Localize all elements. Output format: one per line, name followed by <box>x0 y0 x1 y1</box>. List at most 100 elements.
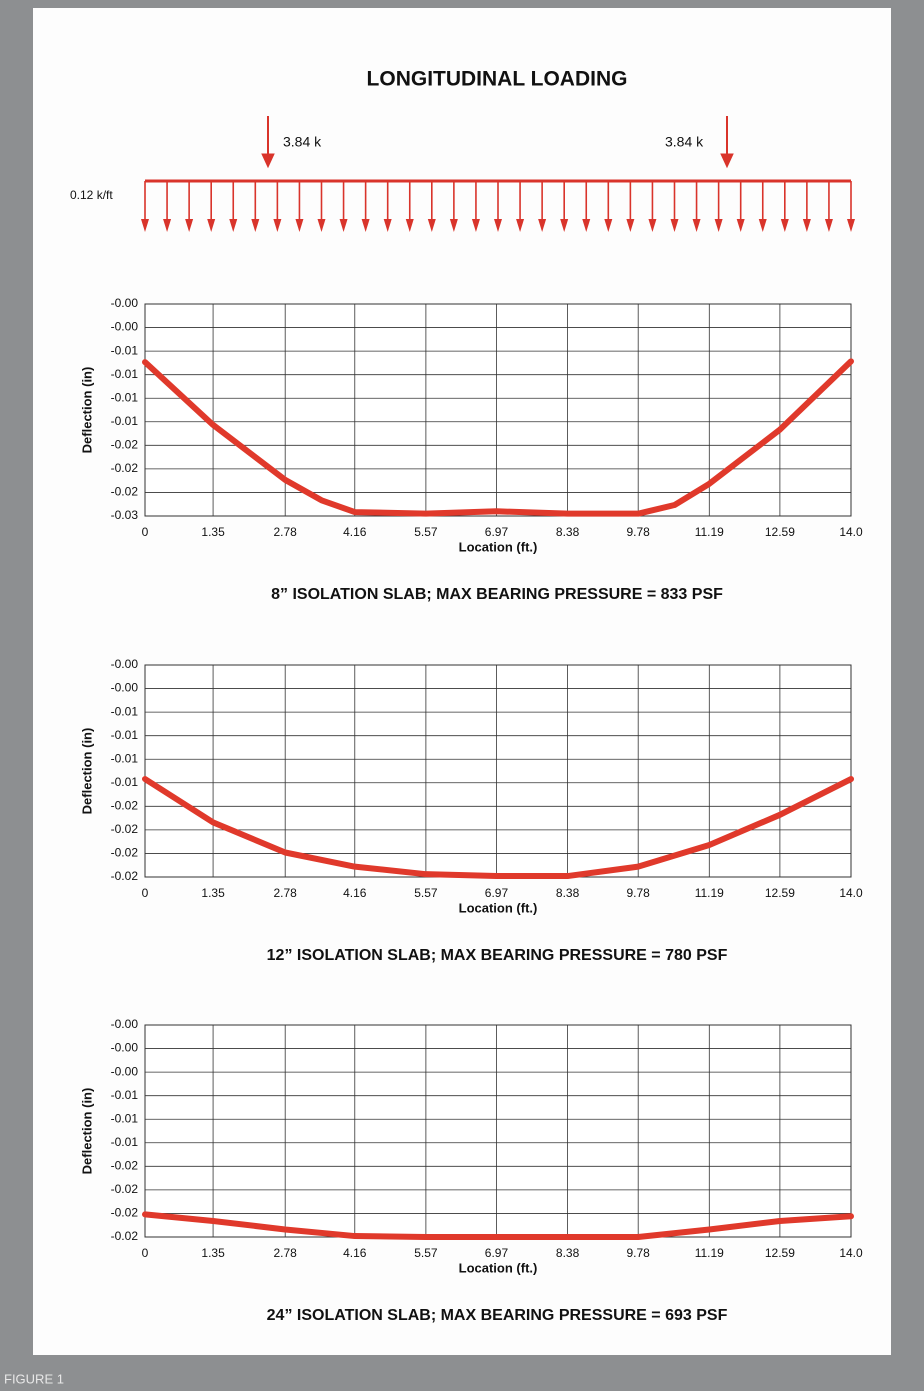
x-axis-label: Location (ft.) <box>459 900 538 915</box>
x-tick-label: 9.78 <box>627 525 651 539</box>
x-tick-label: 5.57 <box>414 1246 438 1260</box>
point-load-label: 3.84 k <box>665 134 704 150</box>
x-tick-label: 14.0 <box>839 1246 863 1260</box>
x-tick-label: 4.16 <box>343 1246 367 1260</box>
y-tick-label: -0.01 <box>111 343 139 357</box>
x-axis-label: Location (ft.) <box>459 539 538 554</box>
x-tick-label: 0 <box>142 886 149 900</box>
x-tick-label: 2.78 <box>274 886 298 900</box>
y-tick-label: -0.01 <box>111 775 139 789</box>
y-tick-label: -0.02 <box>111 1159 139 1173</box>
x-tick-label: 11.19 <box>695 886 724 900</box>
y-tick-label: -0.01 <box>111 367 139 381</box>
deflection-line <box>142 776 854 880</box>
y-tick-label: -0.00 <box>111 296 139 310</box>
y-tick-label: -0.00 <box>111 1064 139 1078</box>
arrowhead <box>670 219 679 232</box>
arrowhead <box>295 219 304 232</box>
y-tick-label: -0.02 <box>111 846 139 860</box>
y-tick-label: -0.02 <box>111 461 139 475</box>
arrowhead <box>847 219 855 232</box>
arrowhead <box>692 219 701 232</box>
plot-area <box>144 664 852 878</box>
arrowhead <box>736 219 745 232</box>
y-tick-label: -0.01 <box>111 728 139 742</box>
x-tick-label: 9.78 <box>627 1246 651 1260</box>
y-tick-label: -0.01 <box>111 414 139 428</box>
x-tick-label: 0 <box>142 525 149 539</box>
arrowhead <box>207 219 216 232</box>
x-tick-label: 11.19 <box>695 1246 724 1260</box>
y-tick-label: -0.02 <box>111 1182 139 1196</box>
arrowhead <box>229 219 238 232</box>
arrowhead <box>163 219 172 232</box>
y-tick-label: -0.00 <box>111 681 139 695</box>
x-tick-label: 4.16 <box>343 886 367 900</box>
y-tick-label: -0.02 <box>111 1206 139 1220</box>
y-tick-label: -0.02 <box>111 822 139 836</box>
y-tick-label: -0.02 <box>111 438 139 452</box>
x-tick-label: 6.97 <box>485 525 509 539</box>
x-tick-label: 8.38 <box>556 525 580 539</box>
arrowhead <box>251 219 260 232</box>
point-load-label: 3.84 k <box>283 134 322 150</box>
x-tick-label: 2.78 <box>274 525 298 539</box>
arrowhead <box>560 219 569 232</box>
arrowhead <box>141 219 149 232</box>
chart-caption: 24” ISOLATION SLAB; MAX BEARING PRESSURE… <box>267 1307 728 1324</box>
x-tick-label: 6.97 <box>485 886 509 900</box>
y-axis-label: Deflection (in) <box>79 367 94 454</box>
deflection-line <box>142 1211 854 1240</box>
y-tick-label: -0.01 <box>111 1088 139 1102</box>
x-tick-label: 12.59 <box>765 525 795 539</box>
arrowhead <box>648 219 657 232</box>
y-tick-label: -0.00 <box>111 1017 139 1031</box>
arrowhead <box>273 219 282 232</box>
x-tick-label: 14.0 <box>839 525 863 539</box>
y-tick-label: -0.01 <box>111 390 139 404</box>
x-tick-label: 2.78 <box>274 1246 298 1260</box>
y-tick-label: -0.00 <box>111 320 139 334</box>
y-tick-label: -0.02 <box>111 869 139 883</box>
x-tick-label: 6.97 <box>485 1246 509 1260</box>
x-axis-label: Location (ft.) <box>459 1260 538 1275</box>
arrowhead <box>758 219 767 232</box>
x-tick-label: 1.35 <box>201 525 225 539</box>
arrowhead <box>802 219 811 232</box>
distributed-load-arrows <box>141 181 855 232</box>
x-tick-label: 5.57 <box>414 525 438 539</box>
x-tick-label: 11.19 <box>695 525 724 539</box>
y-tick-label: -0.01 <box>111 704 139 718</box>
arrowhead <box>471 219 480 232</box>
y-tick-label: -0.02 <box>111 485 139 499</box>
chart-caption: 12” ISOLATION SLAB; MAX BEARING PRESSURE… <box>267 947 728 964</box>
x-tick-label: 1.35 <box>201 1246 225 1260</box>
arrowhead <box>405 219 414 232</box>
arrowhead <box>626 219 635 232</box>
arrowhead <box>339 219 348 232</box>
x-tick-label: 1.35 <box>201 886 225 900</box>
arrowhead <box>317 219 326 232</box>
arrowhead <box>714 219 723 232</box>
y-tick-label: -0.01 <box>111 751 139 765</box>
arrowhead <box>824 219 833 232</box>
arrowhead <box>427 219 436 232</box>
arrowhead <box>780 219 789 232</box>
arrowhead <box>261 153 275 169</box>
x-tick-label: 4.16 <box>343 525 367 539</box>
x-tick-label: 12.59 <box>765 1246 795 1260</box>
x-tick-label: 12.59 <box>765 886 795 900</box>
x-tick-label: 8.38 <box>556 886 580 900</box>
chart-caption: 8” ISOLATION SLAB; MAX BEARING PRESSURE … <box>271 586 723 603</box>
arrowhead <box>449 219 458 232</box>
y-tick-label: -0.01 <box>111 1135 139 1149</box>
figure-label: FIGURE 1 <box>4 1371 64 1386</box>
x-tick-label: 9.78 <box>627 886 651 900</box>
y-tick-label: -0.00 <box>111 1041 139 1055</box>
arrowhead <box>185 219 194 232</box>
y-tick-label: -0.01 <box>111 1111 139 1125</box>
x-tick-label: 14.0 <box>839 886 863 900</box>
deflection-line <box>142 358 854 517</box>
